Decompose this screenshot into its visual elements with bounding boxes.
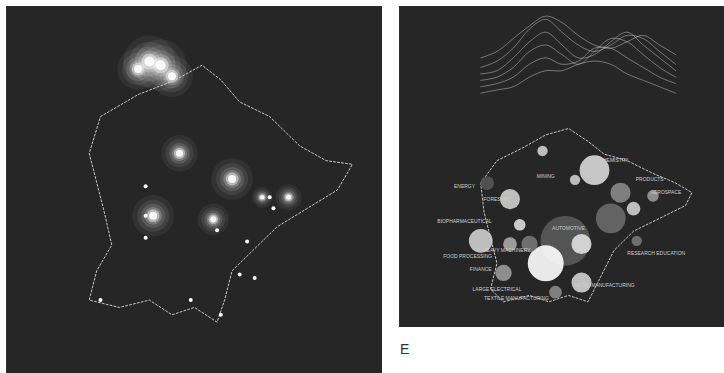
svg-text:MINING: MINING	[537, 173, 555, 179]
svg-text:CHEMISTRY: CHEMISTRY	[599, 157, 629, 163]
svg-text:TEXTILE MANUFACTURING: TEXTILE MANUFACTURING	[484, 295, 549, 301]
svg-text:RESEARCH EDUCATION: RESEARCH EDUCATION	[627, 250, 685, 256]
svg-text:ENERGY: ENERGY	[454, 183, 476, 189]
html-text:E: E	[400, 341, 410, 357]
svg-text:FINANCE: FINANCE	[470, 266, 492, 272]
svg-text:FOOD PROCESSING: FOOD PROCESSING	[443, 253, 492, 259]
svg-text:AEROSPACE: AEROSPACE	[651, 189, 682, 195]
svg-text:PRODUCTS: PRODUCTS	[636, 176, 665, 182]
svg-text:METAL MANUFACTURING: METAL MANUFACTURING	[574, 282, 635, 288]
svg-text:LARGE ELECTRICAL: LARGE ELECTRICAL	[473, 286, 522, 292]
svg-text:FORESTRY: FORESTRY	[484, 196, 512, 202]
svg-text:HEAVY MACHINERY: HEAVY MACHINERY	[483, 247, 531, 253]
svg-text:AUTOMOTIVE: AUTOMOTIVE	[552, 225, 585, 231]
svg-text:BIOPHARMACEUTICAL: BIOPHARMACEUTICAL	[437, 218, 492, 224]
